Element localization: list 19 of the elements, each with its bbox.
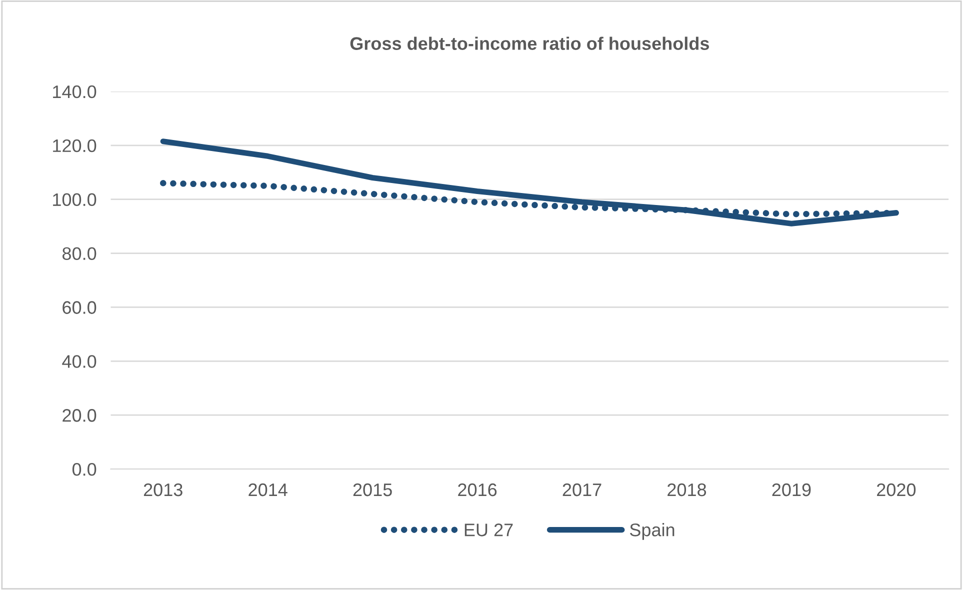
x-tick-label: 2020 [877, 483, 916, 496]
x-tick-label: 2015 [353, 483, 392, 496]
x-tick-label: 2017 [562, 483, 602, 496]
x-tick-label: 2018 [668, 483, 706, 496]
y-tick-label: 0.0 [72, 462, 96, 476]
y-tick-label: 140.0 [53, 85, 96, 98]
y-tick-label: 20.0 [62, 409, 96, 422]
chart-title: Gross debt-to-income ratio of households [350, 36, 709, 50]
x-tick-label: 2019 [772, 483, 811, 496]
y-tick-label: 40.0 [62, 355, 96, 368]
legend-label: EU 27 [464, 524, 513, 536]
y-tick-label: 60.0 [62, 301, 96, 314]
y-tick-label: 100.0 [53, 193, 96, 206]
x-tick-label: 2013 [144, 483, 182, 496]
y-tick-label: 120.0 [53, 139, 96, 152]
legend-label: Spain [630, 523, 674, 540]
x-tick-label: 2014 [248, 483, 288, 496]
y-tick-label: 80.0 [62, 247, 96, 260]
x-tick-label: 2016 [458, 483, 497, 496]
